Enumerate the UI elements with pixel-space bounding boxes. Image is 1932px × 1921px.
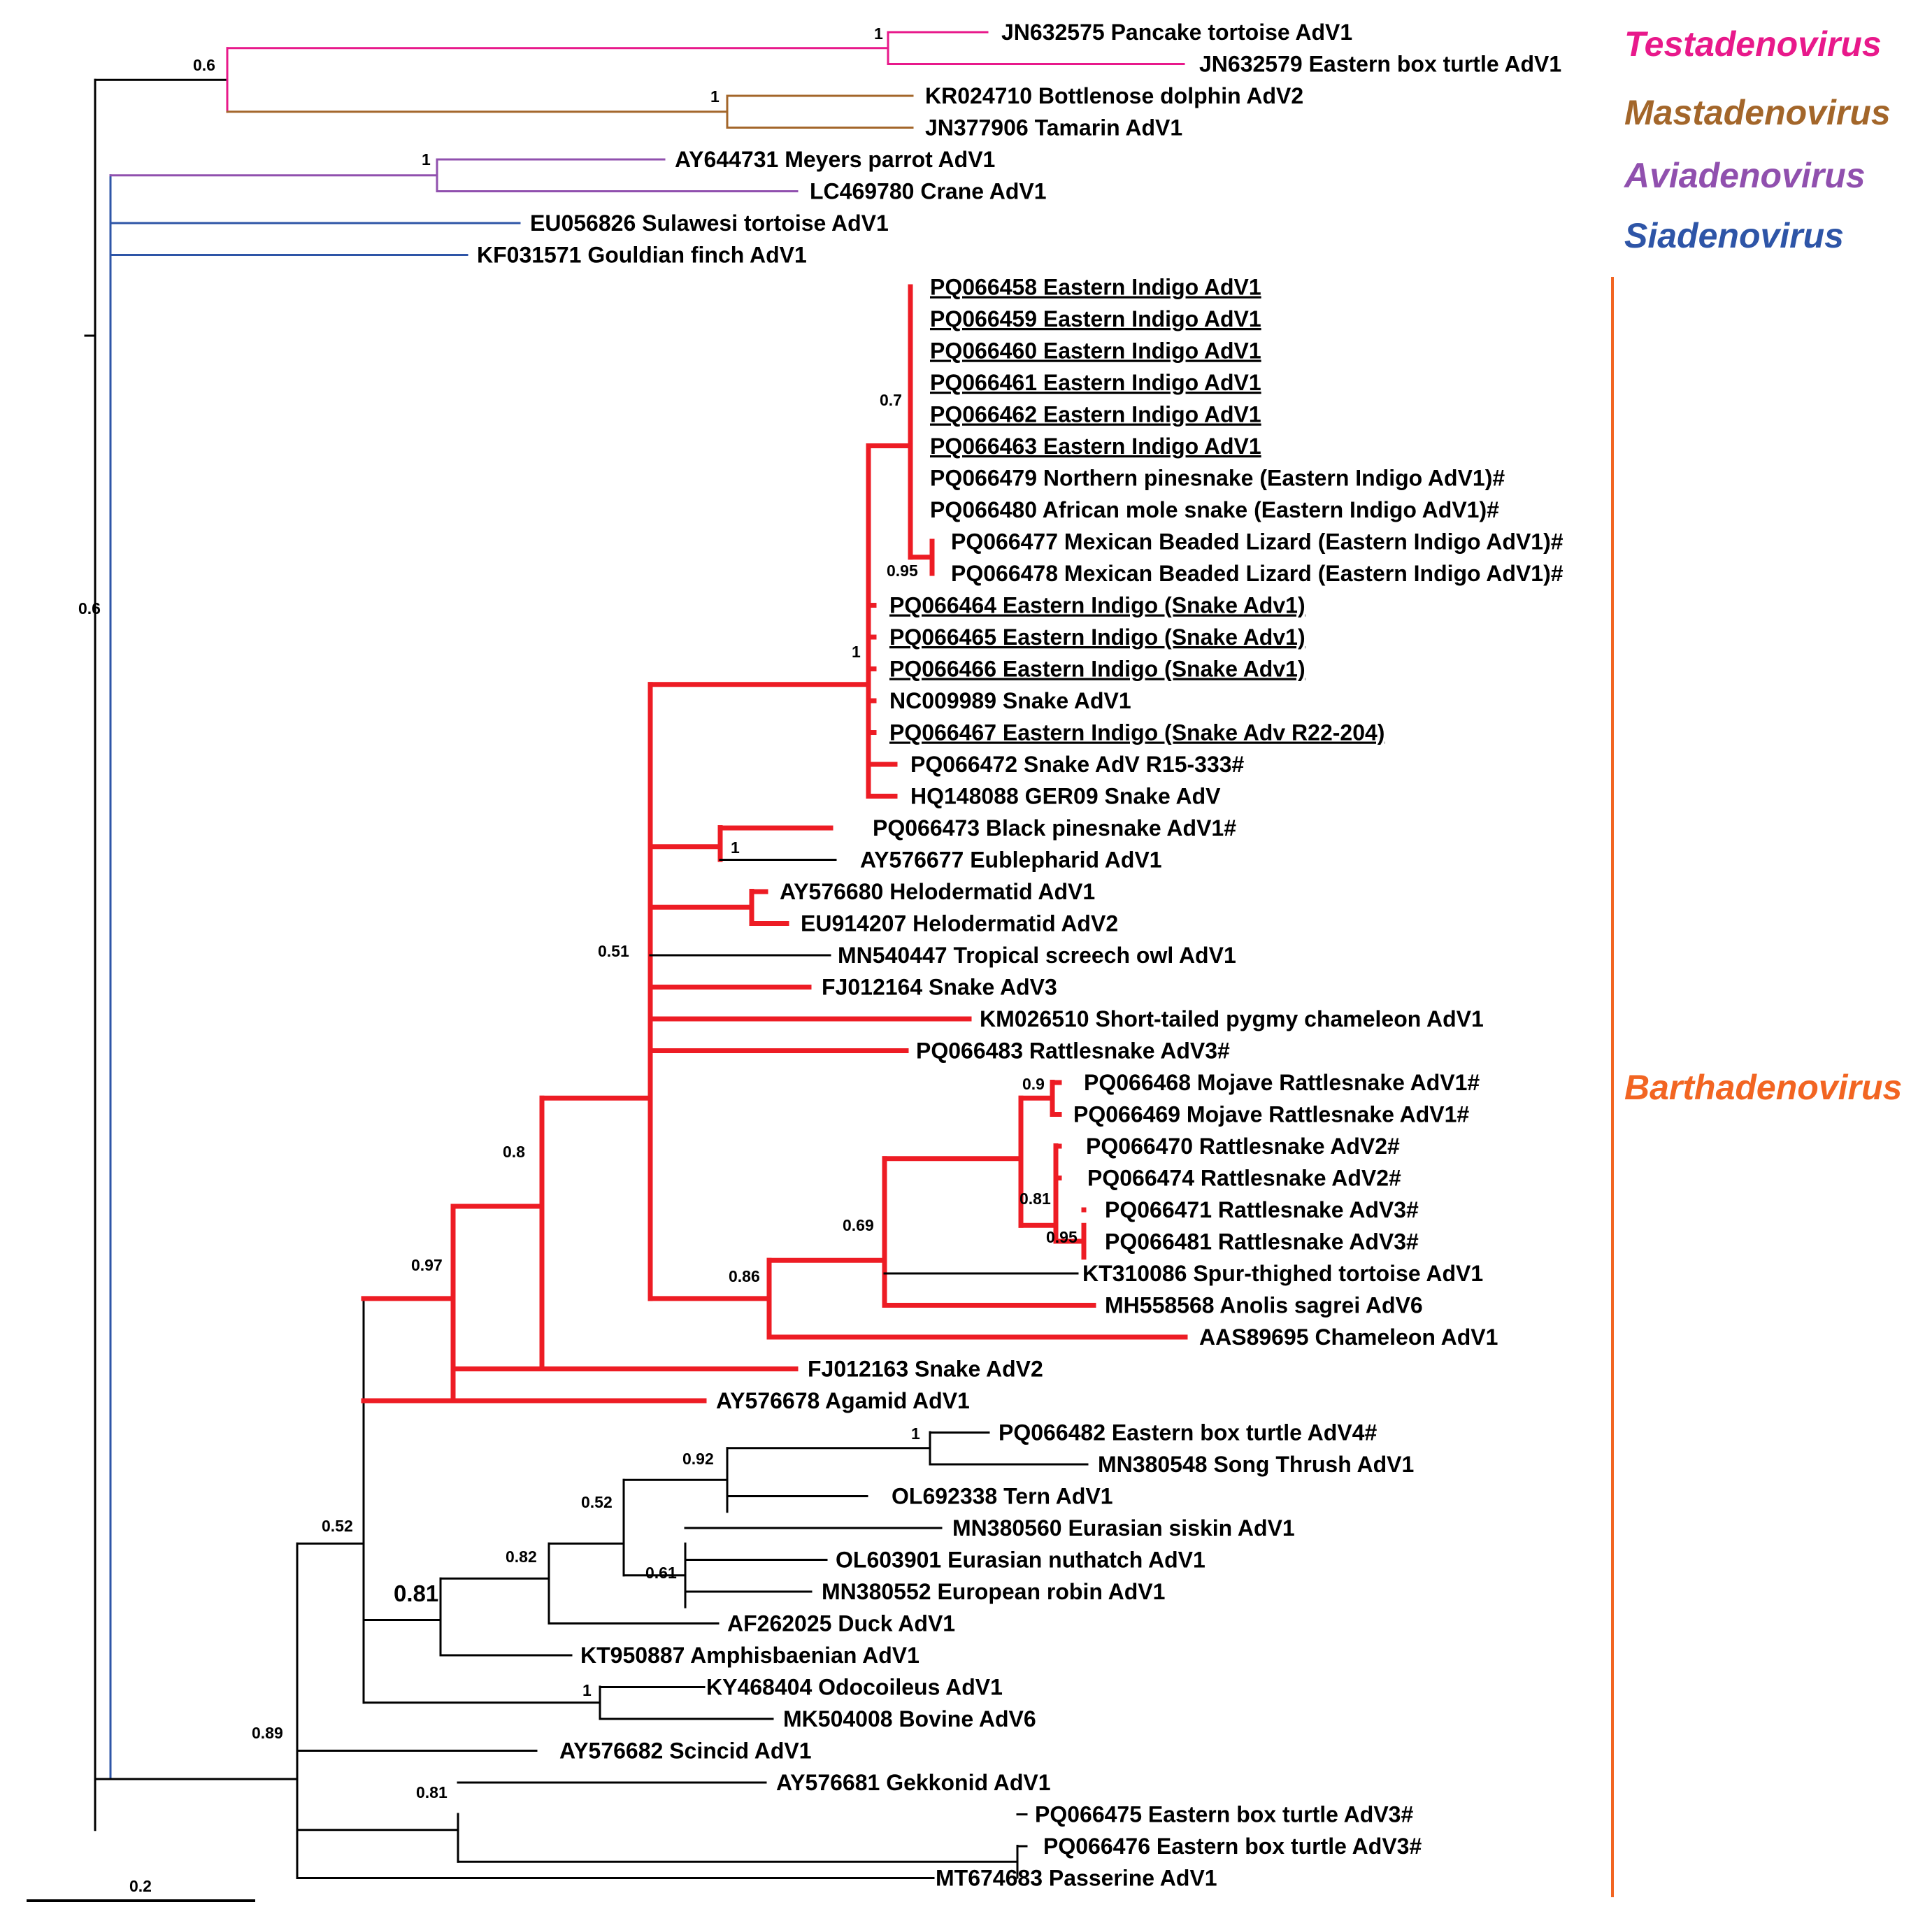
support-value: 0.81 [1019,1190,1051,1208]
tip-label: JN632579 Eastern box turtle AdV1 [1199,52,1561,77]
tip-label: MH558568 Anolis sagrei AdV6 [1105,1293,1423,1318]
tip-label: AY576678 Agamid AdV1 [716,1388,970,1413]
support-value: 0.6 [78,599,101,617]
support-value: 0.7 [880,391,902,409]
tip-label: PQ066463 Eastern Indigo AdV1 [930,434,1261,459]
tip-label: PQ066477 Mexican Beaded Lizard (Eastern … [951,529,1564,555]
tip-label: PQ066475 Eastern box turtle AdV3# [1035,1802,1413,1827]
tip-label: KF031571 Gouldian finch AdV1 [477,243,807,268]
genus-labels: Testadenovirus Mastadenovirus Aviadenovi… [1611,24,1902,1897]
tip-label: OL692338 Tern AdV1 [892,1484,1113,1509]
tip-label: PQ066468 Mojave Rattlesnake AdV1# [1084,1070,1480,1095]
genus-barthadenovirus: Barthadenovirus [1624,1068,1902,1107]
support-value: 0.92 [682,1450,714,1468]
support-value: 0.61 [645,1564,677,1582]
tip-label: PQ066472 Snake AdV R15-333# [910,752,1245,777]
tip-label: MN380560 Eurasian siskin AdV1 [952,1515,1295,1541]
tip-label: PQ066479 Northern pinesnake (Eastern Ind… [930,466,1505,491]
tip-label: AY576682 Scincid AdV1 [559,1738,812,1764]
tip-label: PQ066483 Rattlesnake AdV3# [916,1038,1230,1064]
tip-label: MN380548 Song Thrush AdV1 [1098,1452,1414,1477]
tip-label: AY644731 Meyers parrot AdV1 [675,147,995,172]
tip-label: AY576680 Helodermatid AdV1 [780,879,1095,904]
tip-label: JN632575 Pancake tortoise AdV1 [1001,20,1352,45]
tip-label: KT310086 Spur-thighed tortoise AdV1 [1082,1261,1483,1286]
genus-aviadenovirus: Aviadenovirus [1623,156,1866,195]
tip-label: HQ148088 GER09 Snake AdV [910,784,1221,809]
genus-testadenovirus: Testadenovirus [1624,24,1882,64]
tip-label: PQ066465 Eastern Indigo (Snake Adv1) [889,624,1305,650]
support-value: 0.9 [1022,1075,1045,1093]
support-value: 1 [731,838,740,857]
tip-label: PQ066462 Eastern Indigo AdV1 [930,402,1261,427]
support-value: 0.81 [416,1783,448,1801]
support-value: 0.89 [252,1724,283,1742]
support-value: 0.69 [843,1216,874,1234]
tip-label: OL603901 Eurasian nuthatch AdV1 [836,1548,1205,1573]
tip-label: PQ066474 Rattlesnake AdV2# [1087,1166,1401,1191]
genus-siadenovirus: Siadenovirus [1624,216,1844,255]
tip-label: NC009989 Snake AdV1 [889,688,1131,713]
tip-label: AY576681 Gekkonid AdV1 [776,1770,1051,1795]
tip-label: EU914207 Helodermatid AdV2 [801,911,1118,936]
tip-label: PQ066480 African mole snake (Eastern Ind… [930,497,1499,522]
support-value: 1 [582,1681,592,1699]
tip-label: LC469780 Crane AdV1 [810,179,1047,204]
tip-label: FJ012164 Snake AdV3 [822,975,1057,1000]
tip-label: AAS89695 Chameleon AdV1 [1199,1324,1498,1350]
support-value: 1 [422,150,431,169]
tip-label: KR024710 Bottlenose dolphin AdV2 [925,83,1303,108]
tip-label: PQ066467 Eastern Indigo (Snake Adv R22-2… [889,720,1384,745]
genus-mastadenovirus: Mastadenovirus [1624,93,1891,132]
tip-label: PQ066466 Eastern Indigo (Snake Adv1) [889,657,1305,682]
tip-label: PQ066469 Mojave Rattlesnake AdV1# [1073,1102,1469,1127]
tip-label: PQ066482 Eastern box turtle AdV4# [999,1420,1377,1445]
tip-label: PQ066461 Eastern Indigo AdV1 [930,370,1261,395]
tip-label: FJ012163 Snake AdV2 [808,1357,1043,1382]
tip-label: PQ066481 Rattlesnake AdV3# [1105,1229,1419,1255]
support-value: 0.95 [1046,1228,1078,1246]
support-value: 1 [874,24,883,43]
support-value: 1 [852,643,861,661]
support-value: 0.8 [503,1143,525,1161]
tip-label: JN377906 Tamarin AdV1 [925,115,1182,141]
tip-label: AF262025 Duck AdV1 [727,1611,955,1636]
support-value: 0.52 [581,1493,613,1511]
support-value: 0.82 [506,1548,537,1566]
tree-branches [84,31,1188,1880]
tip-label: MT674683 Passerine AdV1 [936,1866,1217,1891]
tip-label: MK504008 Bovine AdV6 [783,1706,1036,1731]
scale-bar-label: 0.2 [129,1877,152,1895]
support-value: 0.51 [598,942,629,960]
tip-label: PQ066471 Rattlesnake AdV3# [1105,1197,1419,1222]
tip-label: PQ066458 Eastern Indigo AdV1 [930,275,1261,300]
tip-label: EU056826 Sulawesi tortoise AdV1 [530,210,889,236]
tip-label: AY576677 Eublepharid AdV1 [860,848,1162,873]
support-value: 1 [911,1424,920,1443]
tip-label: MN540447 Tropical screech owl AdV1 [838,943,1236,968]
support-values: 0.61110.60.70.95110.510.90.810.950.690.8… [78,24,1078,1801]
support-value: 0.52 [322,1517,353,1535]
support-value: 0.86 [729,1267,760,1285]
tip-label: PQ066460 Eastern Indigo AdV1 [930,338,1261,364]
tip-labels: JN632575 Pancake tortoise AdV1 JN632579 E… [477,20,1564,1891]
support-value: 1 [710,87,720,106]
tip-label: PQ066459 Eastern Indigo AdV1 [930,306,1261,331]
tip-label: KY468404 Odocoileus AdV1 [706,1675,1003,1700]
scale-bar: 0.2 [27,1877,255,1902]
support-value: 0.95 [887,562,918,580]
tip-label: KM026510 Short-tailed pygmy chameleon Ad… [980,1006,1484,1031]
tip-label: PQ066464 Eastern Indigo (Snake Adv1) [889,593,1305,618]
tip-label: PQ066473 Black pinesnake AdV1# [873,815,1236,841]
tip-label: PQ066478 Mexican Beaded Lizard (Eastern … [951,561,1564,586]
tip-label: PQ066476 Eastern box turtle AdV3# [1043,1834,1422,1859]
tip-label: PQ066470 Rattlesnake AdV2# [1086,1134,1400,1159]
support-value: 0.6 [193,56,215,74]
tip-label: MN380552 European robin AdV1 [822,1579,1165,1604]
support-value: 0.81 [394,1580,438,1606]
tip-label: KT950887 Amphisbaenian AdV1 [580,1643,920,1668]
support-value: 0.97 [411,1256,443,1274]
